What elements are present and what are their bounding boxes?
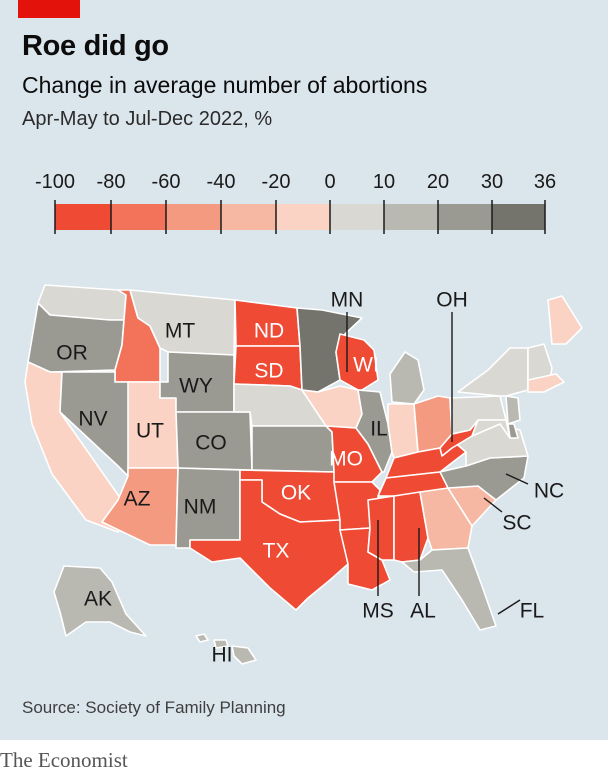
- state-ms: [367, 495, 395, 561]
- state-nj: [505, 395, 521, 425]
- chart-title: Roe did go: [22, 30, 169, 62]
- state-ak: [53, 565, 147, 637]
- state-label-hi: HI: [212, 644, 233, 667]
- state-label-tx: TX: [263, 540, 290, 563]
- state-label-wy: WY: [179, 375, 213, 398]
- state-label-fl: FL: [520, 600, 545, 623]
- state-md: [471, 419, 511, 439]
- state-label-sd: SD: [254, 360, 283, 383]
- state-ca: [24, 361, 131, 533]
- legend-tick-label: 0: [324, 171, 335, 193]
- state-label-az: AZ: [124, 488, 151, 511]
- color-legend: -100 -80 -60 -40 -20 0 10 20 30 36: [35, 171, 556, 234]
- state-label-il: IL: [370, 418, 388, 441]
- state-label-nd: ND: [254, 320, 284, 343]
- leader-line-nc: [505, 473, 529, 485]
- legend-swatch-8: [492, 204, 545, 230]
- legend-tick-label: -60: [152, 171, 181, 193]
- state-ma: [527, 373, 565, 393]
- source-note: Source: Society of Family Planning: [22, 698, 286, 717]
- state-label-sc: SC: [502, 512, 531, 535]
- brand-red-tag: [18, 0, 80, 18]
- leader-line-sc: [483, 497, 503, 513]
- state-il: [355, 389, 393, 473]
- state-hi: [195, 633, 257, 665]
- state-label-mo: MO: [329, 448, 363, 471]
- state-label-nv: NV: [78, 408, 107, 431]
- legend-swatch-1: [111, 204, 166, 230]
- state-label-oh: OH: [436, 289, 468, 312]
- state-label-or: OR: [56, 342, 88, 365]
- state-label-ak: AK: [84, 588, 112, 611]
- legend-tick-label: -20: [262, 171, 291, 193]
- state-in: [387, 403, 419, 459]
- legend-swatch-6: [384, 204, 438, 230]
- state-label-mn: MN: [331, 289, 364, 312]
- legend-swatch-5: [330, 204, 384, 230]
- legend-tick-label: 36: [534, 171, 556, 193]
- state-label-wi: WI: [353, 354, 379, 377]
- legend-swatch-7: [438, 204, 492, 230]
- publisher-logo: The Economist: [0, 748, 128, 772]
- state-ny: [457, 347, 529, 397]
- state-label-al: AL: [410, 600, 436, 623]
- legend-tick-label: 30: [481, 171, 503, 193]
- state-label-ms: MS: [362, 600, 394, 623]
- legend-tick-label: -40: [207, 171, 236, 193]
- us-choropleth-map: OR NV UT AZ MT WY CO NM ND SD OK TX MN MO WI IL OH MS AL FL…: [24, 284, 583, 667]
- state-tx: [189, 479, 349, 611]
- leader-line-fl: [497, 599, 521, 615]
- state-label-nc: NC: [534, 480, 564, 503]
- legend-swatch-4: [276, 204, 330, 230]
- state-fl: [401, 547, 497, 631]
- legend-tick-label: 10: [373, 171, 395, 193]
- legend-tick-label: 20: [427, 171, 449, 193]
- legend-swatch-2: [166, 204, 221, 230]
- state-label-nm: NM: [184, 496, 217, 519]
- state-label-mt: MT: [165, 320, 195, 343]
- state-mi: [389, 351, 425, 405]
- legend-tick-label: -100: [35, 171, 75, 193]
- legend-tick-label: -80: [97, 171, 126, 193]
- state-me: [547, 295, 583, 345]
- chart-subtitle: Change in average number of abortions: [22, 72, 428, 98]
- state-ks: [251, 425, 335, 473]
- chart-units: Apr-May to Jul-Dec 2022, %: [22, 108, 273, 130]
- legend-swatch-3: [221, 204, 276, 230]
- legend-swatch-0: [55, 204, 111, 230]
- state-label-ok: OK: [281, 482, 311, 505]
- state-label-co: CO: [195, 432, 227, 455]
- state-label-ut: UT: [136, 420, 164, 443]
